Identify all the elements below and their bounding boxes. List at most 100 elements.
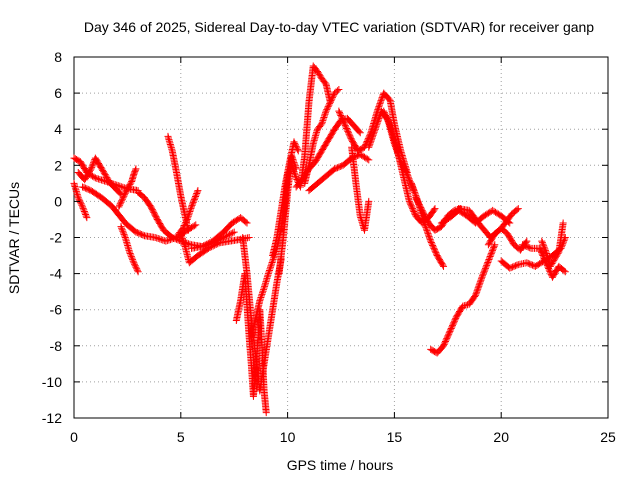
data-point xyxy=(189,198,197,206)
series-sat-af xyxy=(519,241,569,281)
series-sat-ag xyxy=(538,219,567,270)
data-point xyxy=(366,140,374,148)
x-tick-label: 15 xyxy=(387,429,403,445)
data-point xyxy=(99,168,107,176)
data-point xyxy=(448,323,456,331)
data-point xyxy=(538,249,546,257)
data-point xyxy=(561,268,569,276)
data-point xyxy=(339,117,347,125)
data-point xyxy=(94,175,102,183)
data-point xyxy=(200,242,208,250)
data-point xyxy=(428,240,436,248)
data-point xyxy=(320,113,328,121)
data-point xyxy=(560,267,568,275)
data-point xyxy=(201,241,209,249)
data-point xyxy=(335,107,343,115)
data-point xyxy=(381,110,389,118)
data-point xyxy=(551,255,559,263)
data-point xyxy=(192,192,200,200)
data-point xyxy=(534,261,542,269)
data-point xyxy=(139,231,147,239)
data-point xyxy=(536,244,544,252)
data-point xyxy=(80,207,88,215)
data-point xyxy=(77,200,85,208)
data-point xyxy=(316,72,324,80)
data-point xyxy=(425,233,433,241)
data-point xyxy=(548,259,556,267)
y-tick-label: -12 xyxy=(42,410,62,426)
data-point xyxy=(192,221,200,229)
data-point xyxy=(170,234,178,242)
data-point xyxy=(409,206,417,214)
data-point xyxy=(360,153,368,161)
data-point xyxy=(337,111,345,119)
data-point xyxy=(230,228,238,236)
data-point xyxy=(487,250,495,258)
data-point xyxy=(355,128,363,136)
data-point xyxy=(86,166,94,174)
data-point xyxy=(256,297,264,305)
data-point xyxy=(168,234,176,241)
data-point xyxy=(511,262,519,270)
data-point xyxy=(374,104,382,112)
data-point xyxy=(121,189,129,197)
data-point xyxy=(291,139,299,147)
x-tick-label: 0 xyxy=(70,429,78,445)
data-point xyxy=(154,235,162,243)
data-point xyxy=(485,255,493,263)
series-sat-ac xyxy=(427,241,499,357)
data-point xyxy=(449,320,457,328)
data-point xyxy=(523,243,531,251)
data-point xyxy=(484,258,492,266)
data-point xyxy=(338,114,346,122)
data-point xyxy=(513,206,521,214)
data-point xyxy=(332,164,340,172)
data-point xyxy=(291,169,299,177)
data-point xyxy=(432,249,440,257)
data-point xyxy=(321,110,329,118)
data-point xyxy=(116,200,124,208)
data-point xyxy=(409,184,417,192)
data-point xyxy=(178,235,186,243)
data-point xyxy=(193,188,201,196)
data-point xyxy=(341,120,349,128)
data-point xyxy=(545,266,553,274)
data-point xyxy=(536,260,544,268)
data-point xyxy=(177,231,185,239)
data-point xyxy=(373,119,381,127)
data-point xyxy=(129,257,137,265)
data-point xyxy=(322,109,330,117)
data-point xyxy=(229,229,237,237)
y-tick-label: -2 xyxy=(50,230,63,246)
data-point xyxy=(473,288,481,296)
data-point xyxy=(181,220,189,228)
data-point xyxy=(488,247,496,255)
data-point xyxy=(382,111,390,119)
data-point xyxy=(430,206,438,214)
data-point xyxy=(514,205,522,213)
series-sat-t xyxy=(305,150,373,195)
data-point xyxy=(87,165,95,173)
data-point xyxy=(378,95,386,103)
data-point xyxy=(373,121,381,129)
data-point xyxy=(294,147,302,155)
data-point xyxy=(186,208,194,216)
data-point xyxy=(524,243,532,251)
data-point xyxy=(474,284,482,292)
data-point xyxy=(116,201,124,209)
data-point xyxy=(82,212,90,220)
y-axis-label: SDTVAR / TECUs xyxy=(6,182,22,294)
data-point xyxy=(265,266,273,274)
data-point xyxy=(294,145,302,153)
data-point xyxy=(187,204,195,212)
data-point xyxy=(177,230,185,238)
data-point xyxy=(121,232,129,240)
data-point xyxy=(446,327,454,335)
data-point xyxy=(424,230,432,238)
data-point xyxy=(184,226,192,234)
series-sat-c xyxy=(74,154,125,198)
data-point xyxy=(81,209,89,217)
data-point xyxy=(484,257,492,265)
x-tick-label: 20 xyxy=(493,429,509,445)
data-point xyxy=(292,174,300,182)
